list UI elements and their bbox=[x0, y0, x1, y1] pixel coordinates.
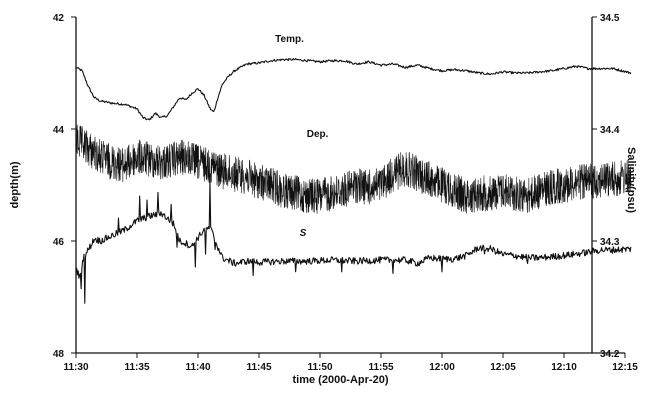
right-tick-label: 34.3 bbox=[600, 237, 620, 248]
right-tick-label: 34.5 bbox=[600, 13, 620, 24]
x-tick-label: 11:45 bbox=[246, 362, 271, 373]
left-tick-label: 44 bbox=[53, 125, 65, 136]
right-tick-label: 34.2 bbox=[600, 349, 620, 360]
labels: 11:30 11:35 11:40 11:45 11:50 11:55 12:00 12:05… bbox=[9, 13, 638, 386]
series-label-s: S bbox=[300, 228, 307, 239]
x-tick-label: 11:55 bbox=[368, 362, 393, 373]
x-tick-label: 11:50 bbox=[307, 362, 332, 373]
series-label-dep: Dep. bbox=[307, 129, 329, 140]
left-tick-label: 42 bbox=[53, 13, 65, 24]
axes bbox=[71, 16, 626, 358]
x-tick-label: 11:35 bbox=[124, 362, 149, 373]
series-line-temp bbox=[75, 57, 632, 121]
x-tick-label: 11:40 bbox=[185, 362, 210, 373]
left-tick-label: 48 bbox=[53, 349, 65, 360]
left-tick-label: 46 bbox=[53, 237, 65, 248]
right-axis-title: Salinity(psu) bbox=[625, 147, 637, 213]
x-tick-label: 12:10 bbox=[551, 362, 577, 373]
series-line-s bbox=[75, 179, 632, 304]
x-tick-label: 11:30 bbox=[63, 362, 88, 373]
left-axis-title: depth(m) bbox=[9, 161, 21, 208]
series-label-temp: Temp. bbox=[275, 34, 304, 45]
x-tick-label: 12:05 bbox=[490, 362, 516, 373]
right-tick-label: 34.4 bbox=[600, 125, 620, 136]
x-tick-label: 12:00 bbox=[429, 362, 455, 373]
series-line-dep bbox=[75, 124, 632, 214]
x-axis-title: time (2000-Apr-20) bbox=[293, 374, 389, 386]
series-layer bbox=[75, 57, 632, 304]
x-tick-label: 12:15 bbox=[612, 362, 638, 373]
